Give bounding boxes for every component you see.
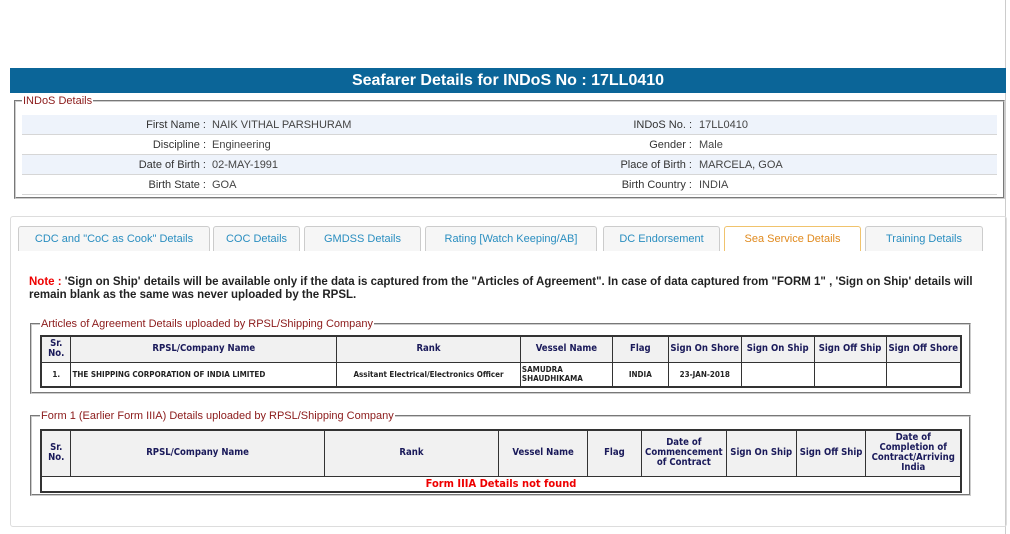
col-commencement: Date of Commencement of Contract xyxy=(640,429,727,477)
cell-rank: Assitant Electrical/Electronics Officer xyxy=(336,361,521,388)
indos-legend: INDoS Details xyxy=(23,95,93,107)
page-edge xyxy=(1005,0,1006,534)
col-vessel: Vessel Name xyxy=(498,429,588,477)
tab-sea-service[interactable]: Sea Service Details xyxy=(724,226,861,251)
col-rank: Rank xyxy=(336,335,521,363)
col-sign-off-shore: Sign Off Shore xyxy=(885,335,962,363)
label: INDoS No. : xyxy=(633,119,692,131)
tab-dc-endorsement[interactable]: DC Endorsement xyxy=(603,226,720,251)
not-found-message: Form IIIA Details not found xyxy=(40,475,962,493)
label: Place of Birth : xyxy=(620,159,692,171)
form1-table: Sr. No. RPSL/Company Name Rank Vessel Name F… xyxy=(40,429,962,493)
dob-value: 02-MAY-1991 xyxy=(212,159,279,171)
tab-training[interactable]: Training Details xyxy=(865,226,983,251)
page-title: Seafarer Details for INDoS No : 17LL0410 xyxy=(10,68,1006,93)
note-label: Note : xyxy=(29,276,62,288)
discipline-value: Engineering xyxy=(212,139,271,151)
cell-flag: INDIA xyxy=(611,361,669,388)
first-name-value: NAIK VITHAL PARSHURAM xyxy=(212,119,352,131)
label: Birth Country : xyxy=(621,179,692,191)
empty-row: Form IIIA Details not found xyxy=(40,475,962,493)
tab-gmdss[interactable]: GMDSS Details xyxy=(304,226,421,251)
col-company: RPSL/Company Name xyxy=(70,429,325,477)
note-text: 'Sign on Ship' details will be available… xyxy=(29,276,973,301)
tab-cdc[interactable]: CDC and "CoC as Cook" Details xyxy=(18,226,210,251)
col-sign-on-ship: Sign On Ship xyxy=(740,335,815,363)
articles-table: Sr. No. RPSL/Company Name Rank Vessel Name F… xyxy=(40,335,962,388)
col-sign-on-ship: Sign On Ship xyxy=(725,429,797,477)
cell-sign-off-ship xyxy=(813,361,887,388)
indos-no-value: 17LL0410 xyxy=(699,119,748,131)
col-sr: Sr. No. xyxy=(40,429,72,477)
detail-row: Birth State : GOA Birth Country : INDIA xyxy=(22,175,997,195)
table-header: Sr. No. RPSL/Company Name Rank Vessel Name F… xyxy=(40,335,962,363)
form1-legend: Form 1 (Earlier Form IIIA) Details uploa… xyxy=(41,410,394,422)
gender-value: Male xyxy=(699,139,723,151)
birth-country-value: INDIA xyxy=(699,179,729,191)
place-of-birth-value: MARCELA, GOA xyxy=(699,159,783,171)
label: Gender : xyxy=(649,139,692,151)
col-vessel: Vessel Name xyxy=(519,335,613,363)
detail-row: First Name : NAIK VITHAL PARSHURAM INDoS N… xyxy=(22,115,997,135)
col-flag: Flag xyxy=(611,335,669,363)
col-sr: Sr. No. xyxy=(40,335,72,363)
col-sign-on-shore: Sign On Shore xyxy=(667,335,742,363)
detail-row: Date of Birth : 02-MAY-1991 Place of Birth… xyxy=(22,155,997,175)
col-flag: Flag xyxy=(586,429,642,477)
table-header: Sr. No. RPSL/Company Name Rank Vessel Name F… xyxy=(40,429,962,477)
tabs-panel: CDC and "CoC as Cook" Details COC Detail… xyxy=(10,216,1007,527)
note: Note : 'Sign on Ship' details will be av… xyxy=(29,276,979,302)
label: First Name : xyxy=(146,119,206,131)
table-row: 1. THE SHIPPING CORPORATION OF INDIA LIMI… xyxy=(40,361,962,388)
tab-coc[interactable]: COC Details xyxy=(213,226,300,251)
col-sign-off-ship: Sign Off Ship xyxy=(795,429,867,477)
articles-panel: Articles of Agreement Details uploaded b… xyxy=(30,318,971,394)
label: Birth State : xyxy=(148,179,206,191)
birth-state-value: GOA xyxy=(212,179,237,191)
detail-row: Discipline : Engineering Gender : Male xyxy=(22,135,997,155)
label: Date of Birth : xyxy=(138,159,206,171)
col-rank: Rank xyxy=(323,429,500,477)
label: Discipline : xyxy=(152,139,206,151)
cell-sign-off-shore xyxy=(885,361,962,388)
indos-details-panel: INDoS Details First Name : NAIK VITHAL PA… xyxy=(14,95,1005,199)
articles-legend: Articles of Agreement Details uploaded b… xyxy=(41,318,374,330)
cell-company: THE SHIPPING CORPORATION OF INDIA LIMITE… xyxy=(70,361,338,388)
col-completion: Date of Completion of Contract/Arriving … xyxy=(865,429,962,477)
cell-sign-on-shore: 23-JAN-2018 xyxy=(667,361,742,388)
cell-sr: 1. xyxy=(40,361,72,388)
col-company: RPSL/Company Name xyxy=(70,335,338,363)
form1-panel: Form 1 (Earlier Form IIIA) Details uploa… xyxy=(30,410,971,496)
cell-sign-on-ship xyxy=(740,361,815,388)
tab-rating[interactable]: Rating [Watch Keeping/AB] xyxy=(425,226,597,251)
cell-vessel: SAMUDRA SHAUDHIKAMA xyxy=(519,361,613,388)
col-sign-off-ship: Sign Off Ship xyxy=(813,335,887,363)
